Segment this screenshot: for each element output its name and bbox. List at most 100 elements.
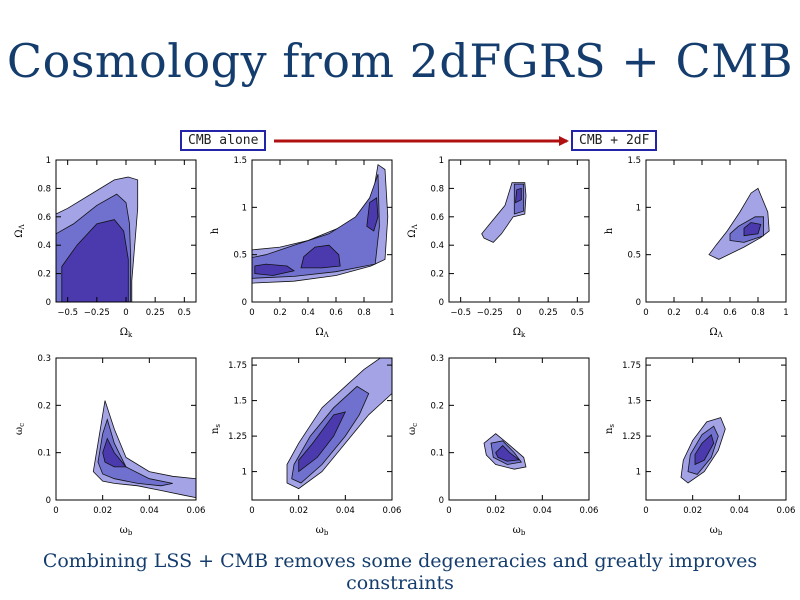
y-axis-label: h [604,227,615,234]
contour-region [298,411,347,473]
y-tick-label: 1 [439,156,444,166]
y-axis-label: ΩΛ [407,223,419,237]
x-tick-label: 0 [249,506,254,516]
y-tick-label: 0.3 [430,354,444,364]
x-axis-label: Ωk [120,327,133,339]
x-tick-label: 0.8 [751,308,765,318]
y-tick-label: 0.2 [430,270,444,280]
y-tick-label: 1.25 [622,432,641,442]
x-tick-label: 1 [783,308,788,318]
y-axis-label: ΩΛ [14,223,26,237]
y-tick-label: 0.4 [430,241,444,251]
x-tick-label: 0.2 [667,308,681,318]
x-tick-label: 0 [643,506,648,516]
contour-panel-7: 0 0.02 0.04 0.06 0 0.1 0.2 0.3 ωb ωc [407,354,598,537]
contour-region [61,219,129,303]
plot-frame [448,159,590,303]
y-tick-label: 0 [46,298,51,308]
x-tick-label: −0.5 [450,308,471,318]
x-tick-label: 0 [643,308,648,318]
x-tick-label: 0.2 [273,308,287,318]
x-tick-label: 0.06 [383,506,402,516]
y-tick-label: 0.5 [233,251,247,261]
y-tick-label: 0.2 [430,401,444,411]
x-tick-label: 0.06 [777,506,796,516]
y-tick-label: 1.5 [233,156,247,166]
y-tick-label: 1.5 [627,156,641,166]
y-axis-label: ns [604,424,616,434]
x-tick-label: 0.5 [178,308,192,318]
contour-panel-8: 0 0.02 0.04 0.06 1 1.25 1.5 1.75 ωb ns [604,357,796,537]
plot-frame [55,357,197,501]
y-axis-label: ωc [407,423,419,435]
plot-frame [645,357,787,501]
contour-panel-4: 0 0.2 0.4 0.6 0.8 1 0 0.5 1 1.5 ΩΛ h [604,156,789,339]
x-tick-label: 0.25 [146,308,165,318]
y-tick-label: 0.6 [37,213,51,223]
contour-panel-3: −0.5 −0.25 0 0.25 0.5 0 0.2 0.4 0.6 0.8 1 Ωk ΩΛ [407,156,590,339]
contour-region [366,197,379,232]
contour-panel-5: 0 0.02 0.04 0.06 0 0.1 0.2 0.3 ωb ωc [14,354,205,537]
x-axis-label: ωb [513,525,526,537]
y-axis-label: ωc [14,423,26,435]
x-axis-label: ΩΛ [709,327,723,339]
y-tick-label: 0.1 [37,449,51,459]
y-axis-label: h [210,227,221,234]
y-tick-label: 1.25 [228,432,247,442]
x-tick-label: 0.6 [723,308,737,318]
x-tick-label: 0.04 [533,506,552,516]
y-tick-label: 0 [636,298,641,308]
x-axis-label: Ωk [513,327,526,339]
x-tick-label: 0.4 [301,308,315,318]
contour-region [97,418,173,487]
x-axis-label: ΩΛ [315,327,329,339]
contour-region [254,263,295,276]
y-tick-label: 1 [242,468,247,478]
x-tick-label: 0 [249,308,254,318]
y-tick-label: 1.5 [627,397,641,407]
x-tick-label: 0 [446,506,451,516]
x-tick-label: 0.06 [580,506,599,516]
x-tick-label: 0.25 [539,308,558,318]
x-tick-label: 0.04 [730,506,749,516]
y-tick-label: 1 [636,468,641,478]
contour-region [102,437,127,468]
slide-caption: Combining LSS + CMB removes some degener… [42,550,758,594]
x-axis-label: ωb [710,525,723,537]
x-tick-label: 0.8 [357,308,371,318]
x-tick-label: 0.02 [683,506,702,516]
x-tick-label: 0.5 [571,308,585,318]
x-tick-label: 0.06 [187,506,206,516]
y-tick-label: 0 [242,298,247,308]
contour-region [251,174,380,279]
y-tick-label: 0.8 [430,184,444,194]
y-tick-label: 0.2 [37,401,51,411]
contour-panel-1: −0.5 −0.25 0 0.25 0.5 0 0.2 0.4 0.6 0.8 1 Ωk ΩΛ [14,156,197,339]
x-axis-label: ωb [316,525,329,537]
y-tick-label: 1.5 [233,397,247,407]
y-tick-label: 1 [46,156,51,166]
contour-region [300,244,341,269]
contour-region [495,445,521,462]
y-tick-label: 0.1 [430,449,444,459]
y-tick-label: 0.4 [37,241,51,251]
plot-frame [251,357,393,501]
contour-panel-6: 0 0.02 0.04 0.06 1 1.25 1.5 1.75 ωb ns [210,357,402,537]
x-tick-label: 0.04 [336,506,355,516]
y-tick-label: 0.8 [37,184,51,194]
y-tick-label: 1.75 [622,361,641,371]
cmb-2df-label: CMB + 2dF [571,130,658,151]
x-tick-label: 0.02 [93,506,112,516]
y-tick-label: 1.75 [228,361,247,371]
x-tick-label: 0.4 [695,308,709,318]
y-tick-label: 0.5 [627,251,641,261]
slide-title: Cosmology from 2dFGRS + CMB [6,34,794,88]
x-tick-label: 0 [123,308,128,318]
x-axis-label: ωb [120,525,133,537]
y-tick-label: 0 [439,496,444,506]
contour-region [694,433,715,466]
x-tick-label: 0.6 [329,308,343,318]
contour-panel-2: 0 0.2 0.4 0.6 0.8 1 0 0.5 1 1.5 ΩΛ h [210,156,395,339]
x-tick-label: −0.5 [57,308,78,318]
